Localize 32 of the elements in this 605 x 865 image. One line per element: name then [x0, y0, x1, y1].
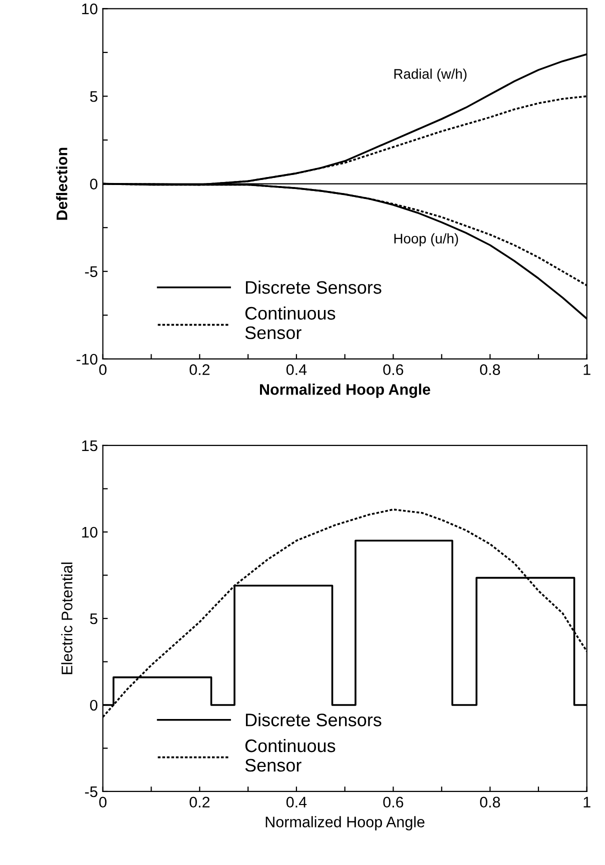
x-tick-label: 0 [99, 364, 106, 376]
y-tick-label: 10 [82, 526, 98, 538]
annotation: Radial (w/h) [394, 68, 466, 82]
legend-label: Discrete Sensors [246, 280, 382, 294]
y-tick-label: -5 [85, 786, 98, 798]
legend-label: Discrete Sensors [246, 713, 382, 726]
y-tick-label: 5 [90, 91, 98, 102]
y-tick-label: 10 [82, 4, 98, 14]
x-axis-title: Normalized Hoop Angle [260, 384, 430, 398]
x-tick-label: 0.4 [286, 796, 307, 808]
y-tick-label: 0 [90, 700, 98, 711]
y-axis-title: Deflection [56, 148, 68, 220]
y-tick-label: -10 [76, 354, 98, 365]
x-axis-title: Normalized Hoop Angle [266, 816, 424, 830]
x-tick-label: 1 [584, 364, 590, 375]
y-tick-label: 0 [90, 178, 98, 190]
x-tick-label: 0.8 [480, 796, 500, 808]
annotation: Hoop (u/h) [394, 233, 458, 246]
legend-label: Continuous Sensor [245, 306, 336, 340]
y-tick-label: -5 [85, 266, 98, 278]
x-tick-label: 0.4 [286, 364, 307, 376]
x-tick-label: 0.8 [480, 364, 500, 376]
x-tick-label: 0.2 [190, 364, 210, 376]
x-tick-label: 0.2 [190, 796, 210, 808]
x-tick-label: 0.6 [383, 796, 404, 808]
x-tick-label: 0 [99, 796, 106, 808]
y-tick-label: 15 [82, 440, 98, 452]
y-tick-label: 5 [90, 614, 98, 624]
x-tick-label: 1 [584, 796, 590, 808]
x-tick-label: 0.6 [383, 364, 404, 376]
legend-label: Continuous Sensor [245, 738, 336, 772]
y-axis-title: Electric Potential [61, 562, 72, 674]
